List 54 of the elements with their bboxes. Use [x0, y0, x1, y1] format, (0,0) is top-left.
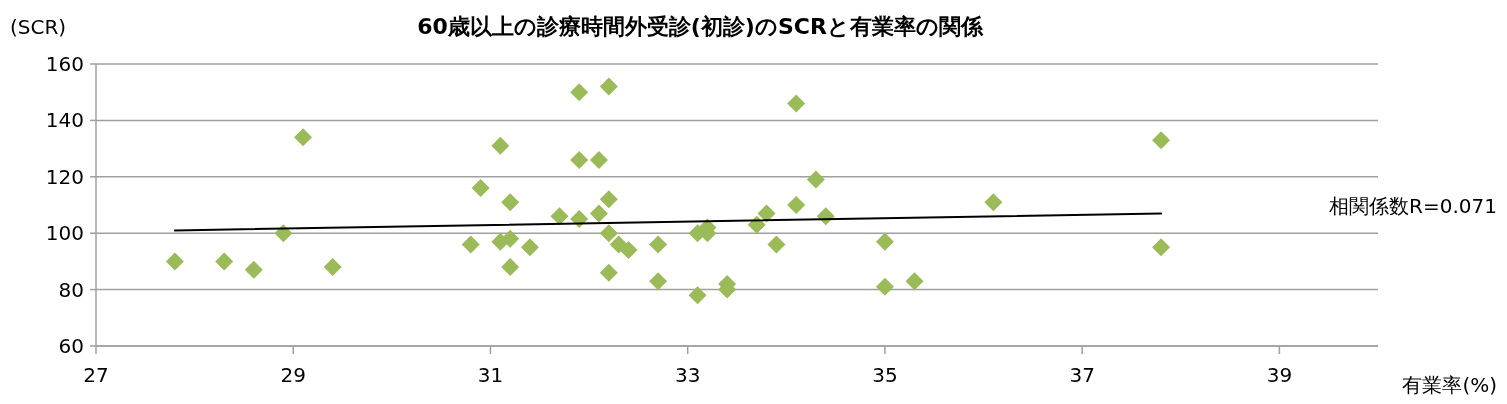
y-tick-label: 160 [45, 52, 84, 76]
point [294, 128, 313, 147]
x-tick-label: 37 [1069, 363, 1095, 387]
point [984, 193, 1003, 212]
point [649, 272, 668, 291]
point [649, 235, 668, 254]
point [550, 207, 569, 226]
x-tick-label: 31 [477, 363, 504, 387]
point [619, 241, 638, 260]
x-tick-label: 29 [280, 363, 306, 387]
point [471, 179, 490, 198]
annotation: 相関係数R=0.071 [1329, 194, 1497, 218]
x-tick-label: 33 [674, 363, 701, 387]
point [599, 77, 618, 96]
y-tick-label: 80 [58, 277, 84, 302]
y-tick-label: 60 [58, 334, 84, 358]
point [875, 277, 894, 296]
point [599, 190, 618, 209]
point [599, 224, 618, 243]
y-tick-label: 120 [45, 164, 84, 189]
point [589, 204, 608, 223]
x-tick-label: 27 [83, 363, 109, 387]
point [599, 263, 618, 282]
point [215, 252, 234, 271]
point [1152, 238, 1171, 257]
point [767, 235, 786, 254]
point [461, 235, 480, 254]
point [501, 193, 520, 212]
point [570, 150, 589, 169]
x-tick-label: 39 [1266, 363, 1293, 387]
y-tick-label: 100 [45, 221, 84, 246]
point [806, 170, 825, 189]
point [165, 252, 184, 271]
point [244, 260, 263, 279]
x-tick-label: 35 [872, 363, 898, 387]
point [501, 258, 520, 277]
point [570, 83, 589, 102]
y-axis-title: (SCR) [10, 15, 67, 39]
point [787, 196, 806, 214]
chart-title: 60歳以上の診療時間外受診(初診)のSCRと有業率の関係 [417, 14, 984, 39]
point [520, 238, 539, 257]
point [757, 204, 776, 223]
point [787, 94, 806, 113]
x-axis-title: 有業率(%) [1402, 373, 1497, 397]
point [323, 258, 342, 277]
point [747, 215, 766, 234]
point [905, 272, 924, 291]
point [589, 150, 608, 169]
point [875, 232, 894, 251]
y-tick-label: 140 [45, 108, 84, 133]
point [1152, 131, 1171, 150]
point [491, 136, 510, 155]
point [688, 286, 707, 305]
point [501, 229, 520, 248]
